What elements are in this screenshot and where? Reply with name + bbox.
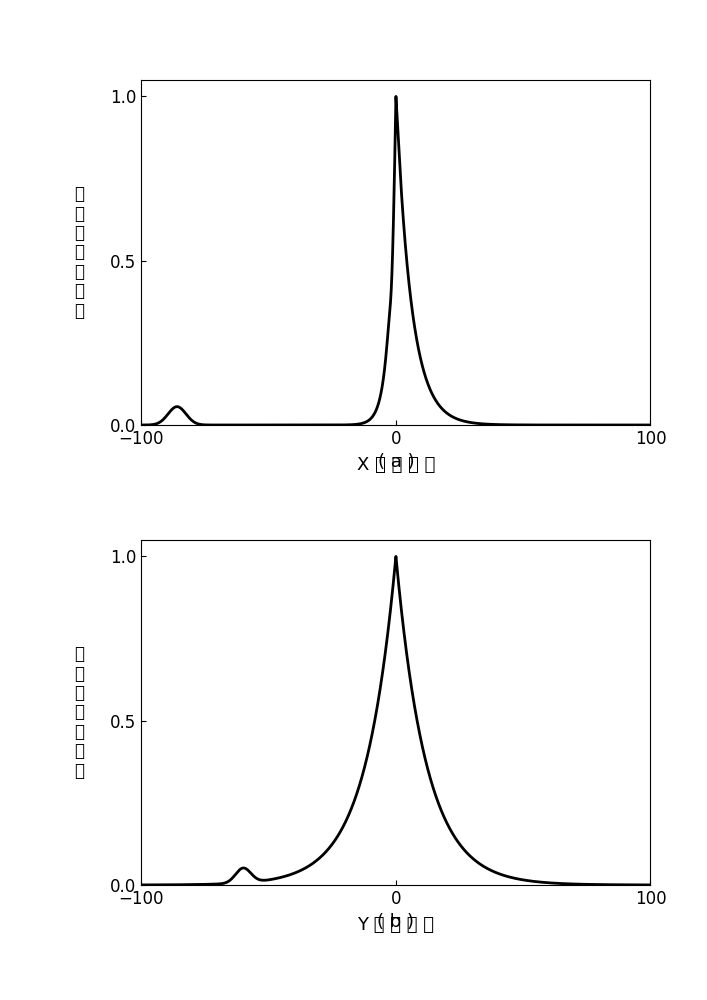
Y-axis label: 归
一
化
电
场
强
度: 归 一 化 电 场 强 度 (75, 185, 85, 320)
Text: ( a ): ( a ) (378, 453, 414, 471)
X-axis label: Y （ 纳 米 ）: Y （ 纳 米 ） (358, 916, 434, 934)
X-axis label: X （ 纳 米 ）: X （ 纳 米 ） (357, 456, 435, 474)
Y-axis label: 归
一
化
电
场
强
度: 归 一 化 电 场 强 度 (75, 645, 85, 780)
Text: ( b ): ( b ) (378, 913, 414, 931)
